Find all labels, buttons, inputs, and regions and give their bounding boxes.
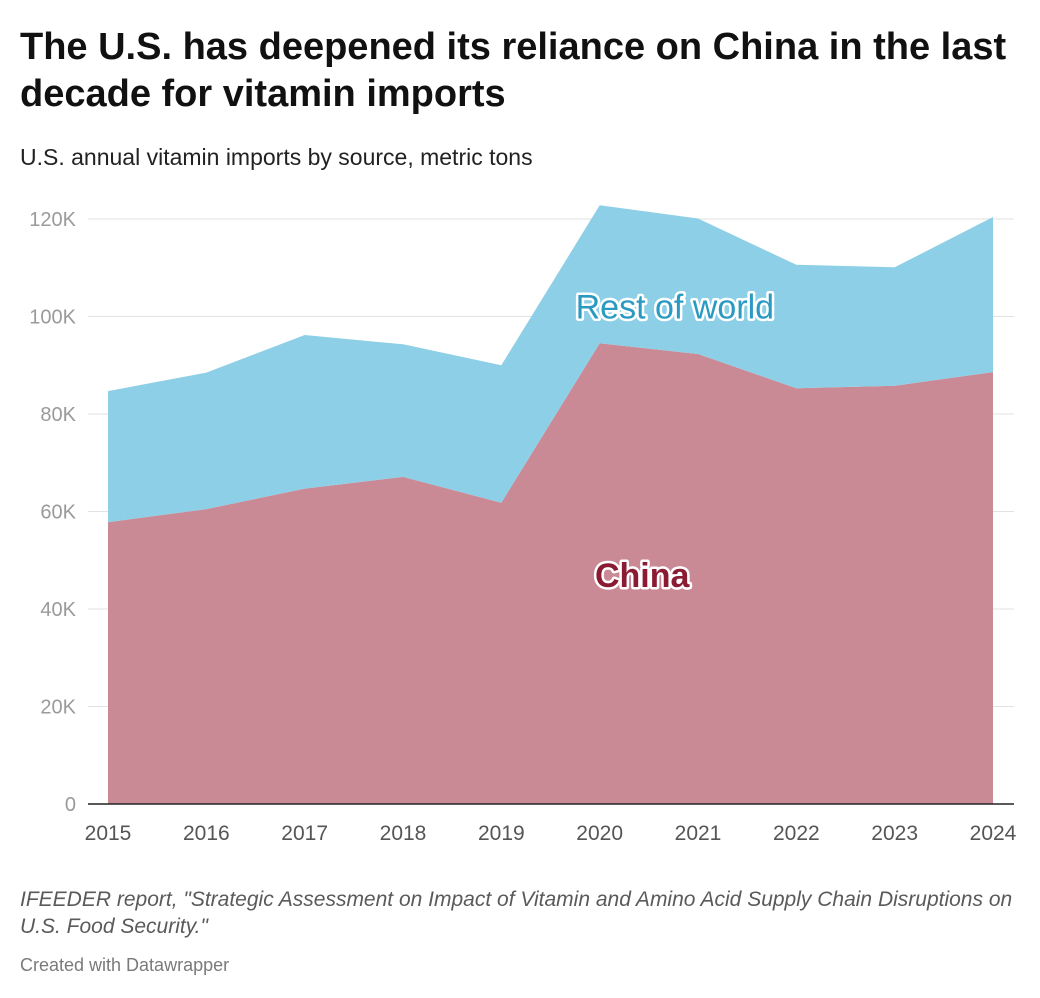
y-axis-ticks: 0 20K 40K 60K 80K 100K 120K	[29, 209, 76, 816]
x-tick-label: 2019	[478, 822, 525, 845]
x-tick-label: 2020	[576, 822, 623, 845]
y-tick-label: 20K	[40, 697, 76, 719]
credit-note: Created with Datawrapper	[20, 955, 230, 975]
source-note: IFEEDER report, "Strategic Assessment on…	[20, 888, 1013, 938]
series-label-rest-of-world: Rest of world	[576, 289, 774, 327]
x-axis-ticks: 2015 2016 2017 2018 2019 2020 2021 2022 2023 2024	[85, 822, 1017, 845]
x-tick-label: 2021	[675, 822, 722, 845]
x-tick-label: 2017	[281, 822, 328, 845]
series-label-china: China	[595, 557, 691, 595]
area-rest-of-world	[108, 205, 993, 523]
y-tick-label: 60K	[40, 502, 76, 524]
area-series	[108, 205, 993, 804]
y-tick-label: 80K	[40, 404, 76, 426]
x-tick-label: 2018	[380, 822, 427, 845]
x-tick-label: 2016	[183, 822, 230, 845]
x-tick-label: 2015	[85, 822, 132, 845]
x-tick-label: 2023	[871, 822, 918, 845]
chart-subtitle: U.S. annual vitamin imports by source, m…	[20, 144, 533, 170]
y-tick-label: 100K	[29, 307, 76, 329]
y-tick-label: 0	[65, 794, 76, 816]
y-tick-label: 40K	[40, 599, 76, 621]
series-labels: China Rest of world	[573, 286, 776, 597]
x-tick-label: 2024	[970, 822, 1017, 845]
chart-title: The U.S. has deepened its reliance on Ch…	[20, 26, 1007, 115]
y-tick-label: 120K	[29, 209, 76, 231]
x-tick-label: 2022	[773, 822, 820, 845]
area-china	[108, 343, 993, 804]
